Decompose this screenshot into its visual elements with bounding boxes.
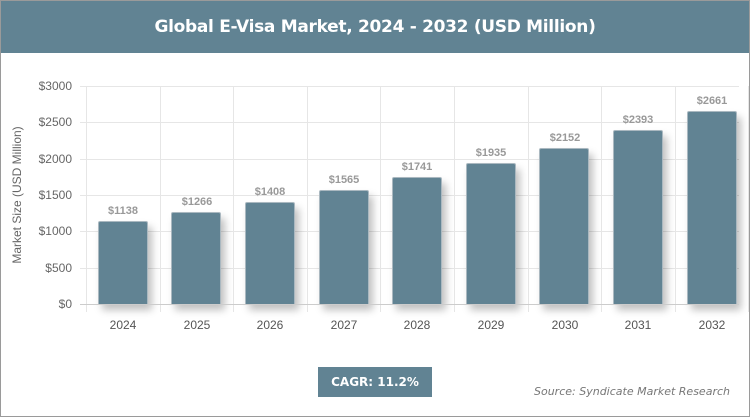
bar-2030[interactable] xyxy=(539,148,589,304)
bar-2032[interactable] xyxy=(687,111,737,304)
gridline-v xyxy=(307,86,308,312)
gridline-v xyxy=(675,86,676,312)
value-label: $1565 xyxy=(328,174,360,186)
gridline-v xyxy=(601,86,602,312)
bar-2024[interactable] xyxy=(98,221,148,304)
x-tick-label: 2025 xyxy=(183,318,211,332)
value-label: $1935 xyxy=(475,147,507,159)
value-label: $1408 xyxy=(254,186,286,198)
x-tick-label: 2028 xyxy=(403,318,431,332)
x-tick-label: 2031 xyxy=(624,318,652,332)
value-label: $1138 xyxy=(108,205,138,217)
gridline-v xyxy=(160,86,161,312)
bar-2026[interactable] xyxy=(245,202,295,304)
bar-2031[interactable] xyxy=(613,130,663,304)
chart-title: Global E-Visa Market, 2024 - 2032 (USD M… xyxy=(1,1,749,53)
x-tick-label: 2032 xyxy=(698,318,726,332)
gridline-v xyxy=(528,86,529,312)
gridline-v xyxy=(748,86,749,312)
x-tick-label: 2026 xyxy=(256,318,284,332)
cagr-badge: CAGR: 11.2% xyxy=(318,367,432,397)
y-tick-label: $1000 xyxy=(38,224,72,239)
y-tick-label: $3000 xyxy=(38,79,72,93)
bar-2029[interactable] xyxy=(466,163,516,304)
y-tick-label: $2500 xyxy=(38,115,72,130)
x-tick-label: 2027 xyxy=(330,318,358,332)
gridline-v xyxy=(86,86,87,312)
source-note: Source: Syndicate Market Research xyxy=(534,385,730,398)
value-label: $2393 xyxy=(622,114,654,126)
value-label: $2152 xyxy=(549,132,581,144)
bar-2027[interactable] xyxy=(319,190,369,304)
x-tick-label: 2024 xyxy=(109,318,137,332)
y-tick-label: $500 xyxy=(45,260,72,275)
x-tick-label: 2029 xyxy=(477,318,505,332)
gridline-h xyxy=(80,86,739,87)
value-label: $1266 xyxy=(181,196,213,208)
gridline-v xyxy=(454,86,455,312)
y-axis-label: Market Size (USD Million) xyxy=(10,126,24,264)
gridline-h xyxy=(80,159,739,160)
bar-2025[interactable] xyxy=(171,212,221,304)
x-tick-label: 2030 xyxy=(551,318,579,332)
gridline-v xyxy=(233,86,234,312)
bar-2028[interactable] xyxy=(392,177,442,304)
y-tick-label: $2000 xyxy=(38,151,72,166)
y-tick-label: $1500 xyxy=(38,188,72,202)
x-axis-line xyxy=(80,304,739,305)
value-label: $2661 xyxy=(696,95,728,107)
gridline-v xyxy=(380,86,381,312)
value-label: $1741 xyxy=(401,161,433,173)
gridline-h xyxy=(80,122,739,123)
y-tick-label: $0 xyxy=(58,297,72,311)
